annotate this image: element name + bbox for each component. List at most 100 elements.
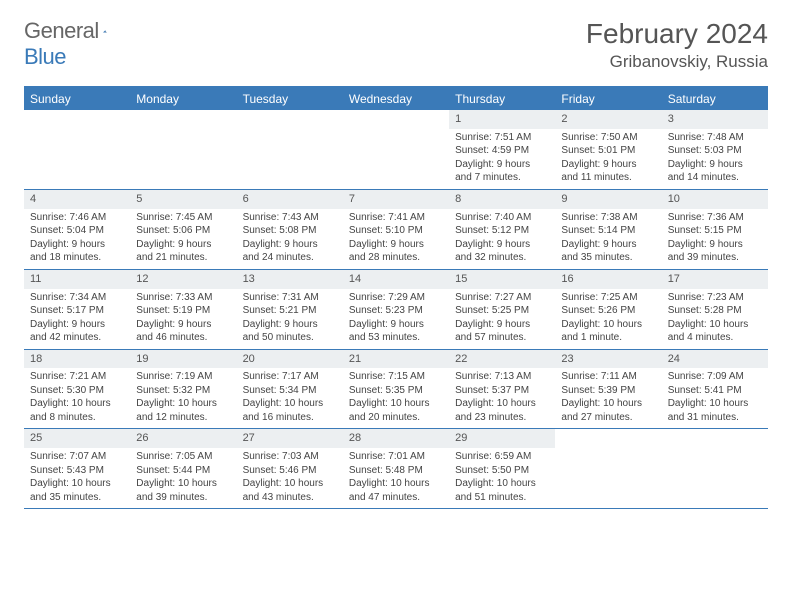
sunset-text: Sunset: 4:59 PM [455,144,549,158]
day-number: 2 [555,110,661,129]
daylight-text-2: and 35 minutes. [561,251,655,265]
day-number: 8 [449,190,555,209]
sunset-text: Sunset: 5:50 PM [455,464,549,478]
sunrise-text: Sunrise: 7:25 AM [561,291,655,305]
day-number: 26 [130,429,236,448]
day-cell: 14Sunrise: 7:29 AMSunset: 5:23 PMDayligh… [343,270,449,349]
sunrise-text: Sunrise: 7:05 AM [136,450,230,464]
daylight-text-2: and 8 minutes. [30,411,124,425]
daylight-text-1: Daylight: 10 hours [136,397,230,411]
sunrise-text: Sunrise: 7:36 AM [668,211,762,225]
day-body: Sunrise: 7:43 AMSunset: 5:08 PMDaylight:… [237,209,343,269]
day-header: Wednesday [343,88,449,110]
day-body: Sunrise: 7:48 AMSunset: 5:03 PMDaylight:… [662,129,768,189]
day-body: Sunrise: 7:29 AMSunset: 5:23 PMDaylight:… [343,289,449,349]
daylight-text-1: Daylight: 9 hours [30,318,124,332]
day-cell: 11Sunrise: 7:34 AMSunset: 5:17 PMDayligh… [24,270,130,349]
sunset-text: Sunset: 5:04 PM [30,224,124,238]
day-cell: 7Sunrise: 7:41 AMSunset: 5:10 PMDaylight… [343,190,449,269]
day-body: Sunrise: 7:31 AMSunset: 5:21 PMDaylight:… [237,289,343,349]
daylight-text-1: Daylight: 10 hours [243,397,337,411]
day-cell: 2Sunrise: 7:50 AMSunset: 5:01 PMDaylight… [555,110,661,189]
day-cell: 3Sunrise: 7:48 AMSunset: 5:03 PMDaylight… [662,110,768,189]
sunrise-text: Sunrise: 7:11 AM [561,370,655,384]
daylight-text-2: and 28 minutes. [349,251,443,265]
day-cell: 23Sunrise: 7:11 AMSunset: 5:39 PMDayligh… [555,350,661,429]
daylight-text-2: and 18 minutes. [30,251,124,265]
day-body: Sunrise: 7:09 AMSunset: 5:41 PMDaylight:… [662,368,768,428]
sunset-text: Sunset: 5:14 PM [561,224,655,238]
sunset-text: Sunset: 5:37 PM [455,384,549,398]
sunrise-text: Sunrise: 7:07 AM [30,450,124,464]
weeks-container: 1Sunrise: 7:51 AMSunset: 4:59 PMDaylight… [24,110,768,509]
day-number: 7 [343,190,449,209]
sunrise-text: Sunrise: 7:50 AM [561,131,655,145]
sunrise-text: Sunrise: 7:17 AM [243,370,337,384]
day-cell: 5Sunrise: 7:45 AMSunset: 5:06 PMDaylight… [130,190,236,269]
day-header: Thursday [449,88,555,110]
day-cell: 18Sunrise: 7:21 AMSunset: 5:30 PMDayligh… [24,350,130,429]
day-header: Friday [555,88,661,110]
daylight-text-2: and 32 minutes. [455,251,549,265]
daylight-text-2: and 14 minutes. [668,171,762,185]
sunset-text: Sunset: 5:28 PM [668,304,762,318]
day-body: Sunrise: 7:45 AMSunset: 5:06 PMDaylight:… [130,209,236,269]
day-body: Sunrise: 7:03 AMSunset: 5:46 PMDaylight:… [237,448,343,508]
sunset-text: Sunset: 5:48 PM [349,464,443,478]
daylight-text-2: and 51 minutes. [455,491,549,505]
day-cell: 8Sunrise: 7:40 AMSunset: 5:12 PMDaylight… [449,190,555,269]
sunrise-text: Sunrise: 7:38 AM [561,211,655,225]
day-header: Monday [130,88,236,110]
day-number: 25 [24,429,130,448]
daylight-text-2: and 16 minutes. [243,411,337,425]
day-cell: 10Sunrise: 7:36 AMSunset: 5:15 PMDayligh… [662,190,768,269]
daylight-text-1: Daylight: 10 hours [561,318,655,332]
sunset-text: Sunset: 5:43 PM [30,464,124,478]
day-cell: 12Sunrise: 7:33 AMSunset: 5:19 PMDayligh… [130,270,236,349]
day-body: Sunrise: 7:34 AMSunset: 5:17 PMDaylight:… [24,289,130,349]
sunset-text: Sunset: 5:12 PM [455,224,549,238]
week-row: 1Sunrise: 7:51 AMSunset: 4:59 PMDaylight… [24,110,768,190]
daylight-text-1: Daylight: 9 hours [455,158,549,172]
daylight-text-2: and 12 minutes. [136,411,230,425]
day-number: 1 [449,110,555,129]
week-row: 11Sunrise: 7:34 AMSunset: 5:17 PMDayligh… [24,270,768,350]
daylight-text-1: Daylight: 9 hours [668,238,762,252]
day-number: 11 [24,270,130,289]
day-cell: 29Sunrise: 6:59 AMSunset: 5:50 PMDayligh… [449,429,555,508]
sunset-text: Sunset: 5:44 PM [136,464,230,478]
daylight-text-1: Daylight: 9 hours [136,238,230,252]
empty-day-cell [237,110,343,189]
daylight-text-2: and 47 minutes. [349,491,443,505]
sunset-text: Sunset: 5:08 PM [243,224,337,238]
daylight-text-1: Daylight: 9 hours [243,318,337,332]
day-number: 14 [343,270,449,289]
sunrise-text: Sunrise: 7:43 AM [243,211,337,225]
sunset-text: Sunset: 5:39 PM [561,384,655,398]
daylight-text-2: and 23 minutes. [455,411,549,425]
sunrise-text: Sunrise: 7:46 AM [30,211,124,225]
month-title: February 2024 [586,18,768,50]
daylight-text-2: and 24 minutes. [243,251,337,265]
logo-text: General [24,18,99,44]
daylight-text-2: and 20 minutes. [349,411,443,425]
day-number: 28 [343,429,449,448]
daylight-text-1: Daylight: 10 hours [30,397,124,411]
day-number: 22 [449,350,555,369]
daylight-text-2: and 7 minutes. [455,171,549,185]
sunrise-text: Sunrise: 7:29 AM [349,291,443,305]
daylight-text-2: and 1 minute. [561,331,655,345]
location-label: Gribanovskiy, Russia [586,52,768,72]
daylight-text-2: and 4 minutes. [668,331,762,345]
day-number: 27 [237,429,343,448]
day-number: 15 [449,270,555,289]
day-cell: 26Sunrise: 7:05 AMSunset: 5:44 PMDayligh… [130,429,236,508]
day-body: Sunrise: 7:07 AMSunset: 5:43 PMDaylight:… [24,448,130,508]
sunset-text: Sunset: 5:41 PM [668,384,762,398]
logo-text-general: General [24,18,99,43]
daylight-text-1: Daylight: 9 hours [349,318,443,332]
logo-text-blue: Blue [24,44,66,69]
day-number: 10 [662,190,768,209]
sunset-text: Sunset: 5:25 PM [455,304,549,318]
sunrise-text: Sunrise: 7:33 AM [136,291,230,305]
